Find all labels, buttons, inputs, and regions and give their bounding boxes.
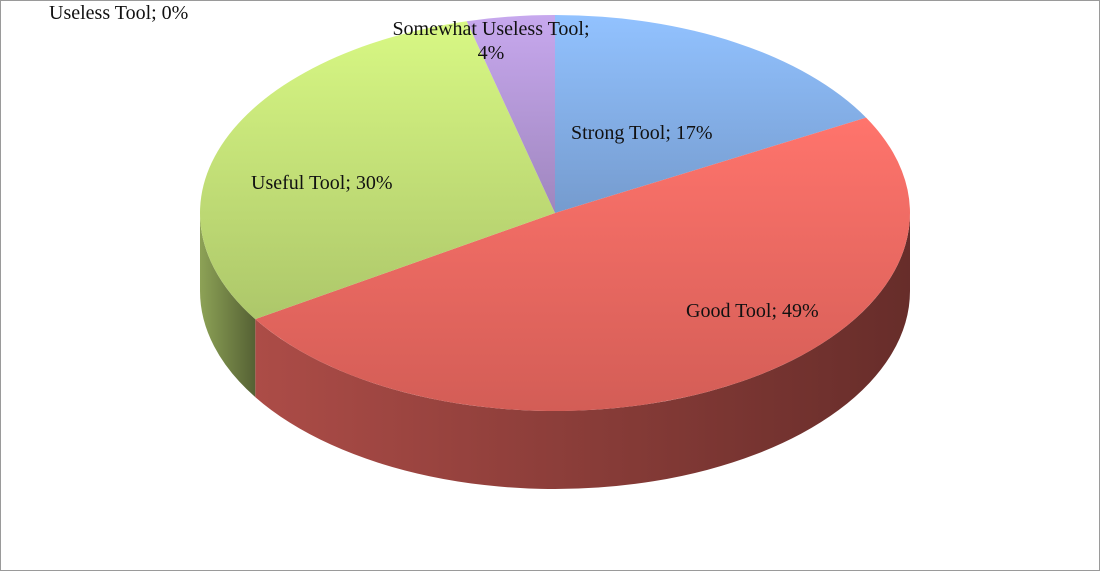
slice <box>466 15 555 213</box>
slice-side <box>255 213 911 490</box>
slice-side <box>200 213 256 398</box>
data-label: Useful Tool; 30% <box>251 172 393 194</box>
slice <box>255 117 910 411</box>
data-label: Useless Tool; 0% <box>49 2 189 24</box>
slice <box>555 15 867 213</box>
data-label: Good Tool; 49% <box>686 300 819 322</box>
data-label: Strong Tool; 17% <box>571 122 713 144</box>
data-label: Somewhat Useless Tool; 4% <box>392 18 590 64</box>
slice <box>199 21 555 320</box>
